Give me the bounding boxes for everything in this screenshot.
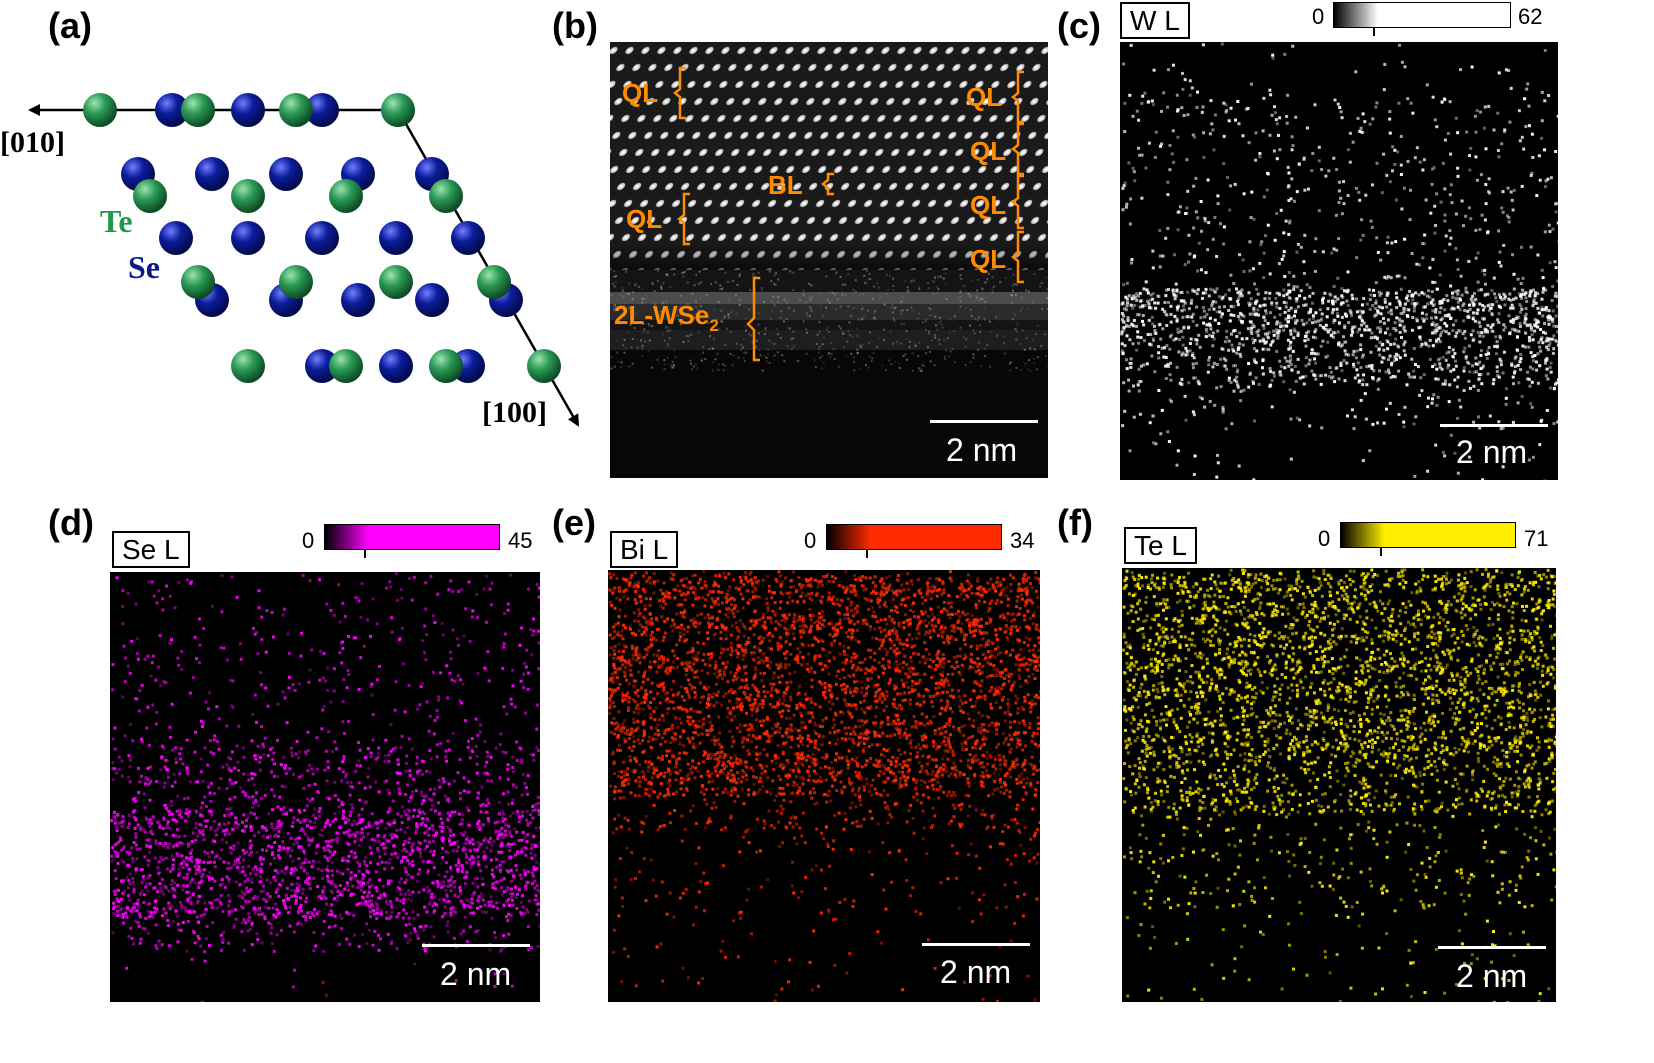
se-atom	[379, 349, 413, 383]
panel-label-d: (d)	[48, 502, 94, 543]
colorbar-min-c: 0	[1312, 4, 1325, 29]
eds-map-bi: 2 nm	[608, 570, 1040, 1002]
element-label-e: Bi L	[610, 531, 679, 568]
se-atom	[451, 221, 485, 255]
te-atom	[429, 349, 463, 383]
te-atom	[83, 93, 117, 127]
se-atom	[231, 93, 265, 127]
colorbar-max-d: 45	[508, 528, 533, 553]
te-atom	[379, 265, 413, 299]
scale-label-b: 2 nm	[946, 432, 1018, 468]
te-atom	[329, 179, 363, 213]
panel-label-f: (f)	[1057, 502, 1093, 543]
se-atom	[305, 93, 339, 127]
layer-label-ql: QL	[970, 190, 1006, 220]
eds-map-se: 2 nm	[110, 572, 540, 1002]
se-atom	[305, 221, 339, 255]
colorbar-max-f: 71	[1524, 526, 1549, 551]
colorbar-f	[1340, 522, 1516, 548]
layer-label-bl: BL	[768, 170, 803, 200]
te-atom	[231, 179, 265, 213]
se-atom	[155, 93, 189, 127]
layer-label-ql: QL	[970, 244, 1006, 274]
te-atom	[429, 179, 463, 213]
se-atom	[379, 221, 413, 255]
colorbar-max-c: 62	[1518, 4, 1543, 29]
scale-label-d: 2 nm	[440, 956, 512, 992]
wse2-layer-label: 2L-WSe2	[614, 300, 719, 335]
axis-100-label: [100]	[482, 396, 547, 429]
se-atom	[231, 221, 265, 255]
element-label-d: Se L	[112, 531, 190, 568]
te-atom	[279, 93, 313, 127]
te-atom	[477, 265, 511, 299]
se-atom	[341, 283, 375, 317]
haadf-stem-image: QL QL BL QL QL QL QL 2L-WSe2 2 nm	[610, 42, 1048, 478]
scale-bar-e	[922, 943, 1030, 946]
element-label-c: W L	[1120, 2, 1190, 39]
colorbar-min-e: 0	[804, 528, 817, 553]
colorbar-max-e: 34	[1010, 528, 1035, 553]
eds-map-w: 2 nm	[1120, 42, 1558, 480]
se-atom	[415, 283, 449, 317]
te-atom	[181, 265, 215, 299]
layer-label-ql: QL	[966, 82, 1002, 112]
eds-map-te: 2 nm	[1122, 568, 1556, 1002]
te-atom	[527, 349, 561, 383]
scale-bar-d	[422, 944, 530, 947]
colorbar-tick-f	[1380, 548, 1382, 556]
colorbar-tick-d	[364, 550, 366, 558]
se-atom	[159, 221, 193, 255]
te-atom	[231, 349, 265, 383]
scale-bar-f	[1438, 946, 1546, 949]
colorbar-d	[324, 524, 500, 550]
te-atom	[381, 93, 415, 127]
te-atom	[279, 265, 313, 299]
layer-label-ql: QL	[626, 204, 662, 234]
te-legend-label: Te	[100, 203, 133, 239]
colorbar-e	[826, 524, 1002, 550]
scale-bar-b	[930, 420, 1038, 423]
se-atom	[305, 349, 339, 383]
se-atom	[195, 157, 229, 191]
panel-label-b: (b)	[552, 5, 598, 46]
panel-label-e: (e)	[552, 502, 596, 543]
layer-label-ql: QL	[622, 78, 658, 108]
colorbar-tick-c	[1373, 28, 1375, 36]
colorbar-min-f: 0	[1318, 526, 1331, 551]
se-legend-label: Se	[128, 249, 160, 285]
colorbar-tick-e	[866, 550, 868, 558]
colorbar-min-d: 0	[302, 528, 315, 553]
te-atom	[329, 349, 363, 383]
te-atom	[133, 179, 167, 213]
crystal-structure-diagram: [010] [100] Te Se	[0, 93, 580, 429]
panel-label-a: (a)	[48, 5, 92, 46]
axis-010-label: [010]	[0, 126, 65, 159]
scale-bar-c	[1440, 424, 1548, 427]
element-label-f: Te L	[1124, 527, 1197, 564]
te-atom	[181, 93, 215, 127]
scale-label-c: 2 nm	[1456, 434, 1528, 470]
scale-label-f: 2 nm	[1456, 958, 1528, 994]
colorbar-c	[1333, 2, 1511, 28]
layer-label-ql: QL	[970, 136, 1006, 166]
panel-label-c: (c)	[1057, 5, 1101, 46]
se-atom	[269, 157, 303, 191]
scale-label-e: 2 nm	[940, 954, 1012, 990]
